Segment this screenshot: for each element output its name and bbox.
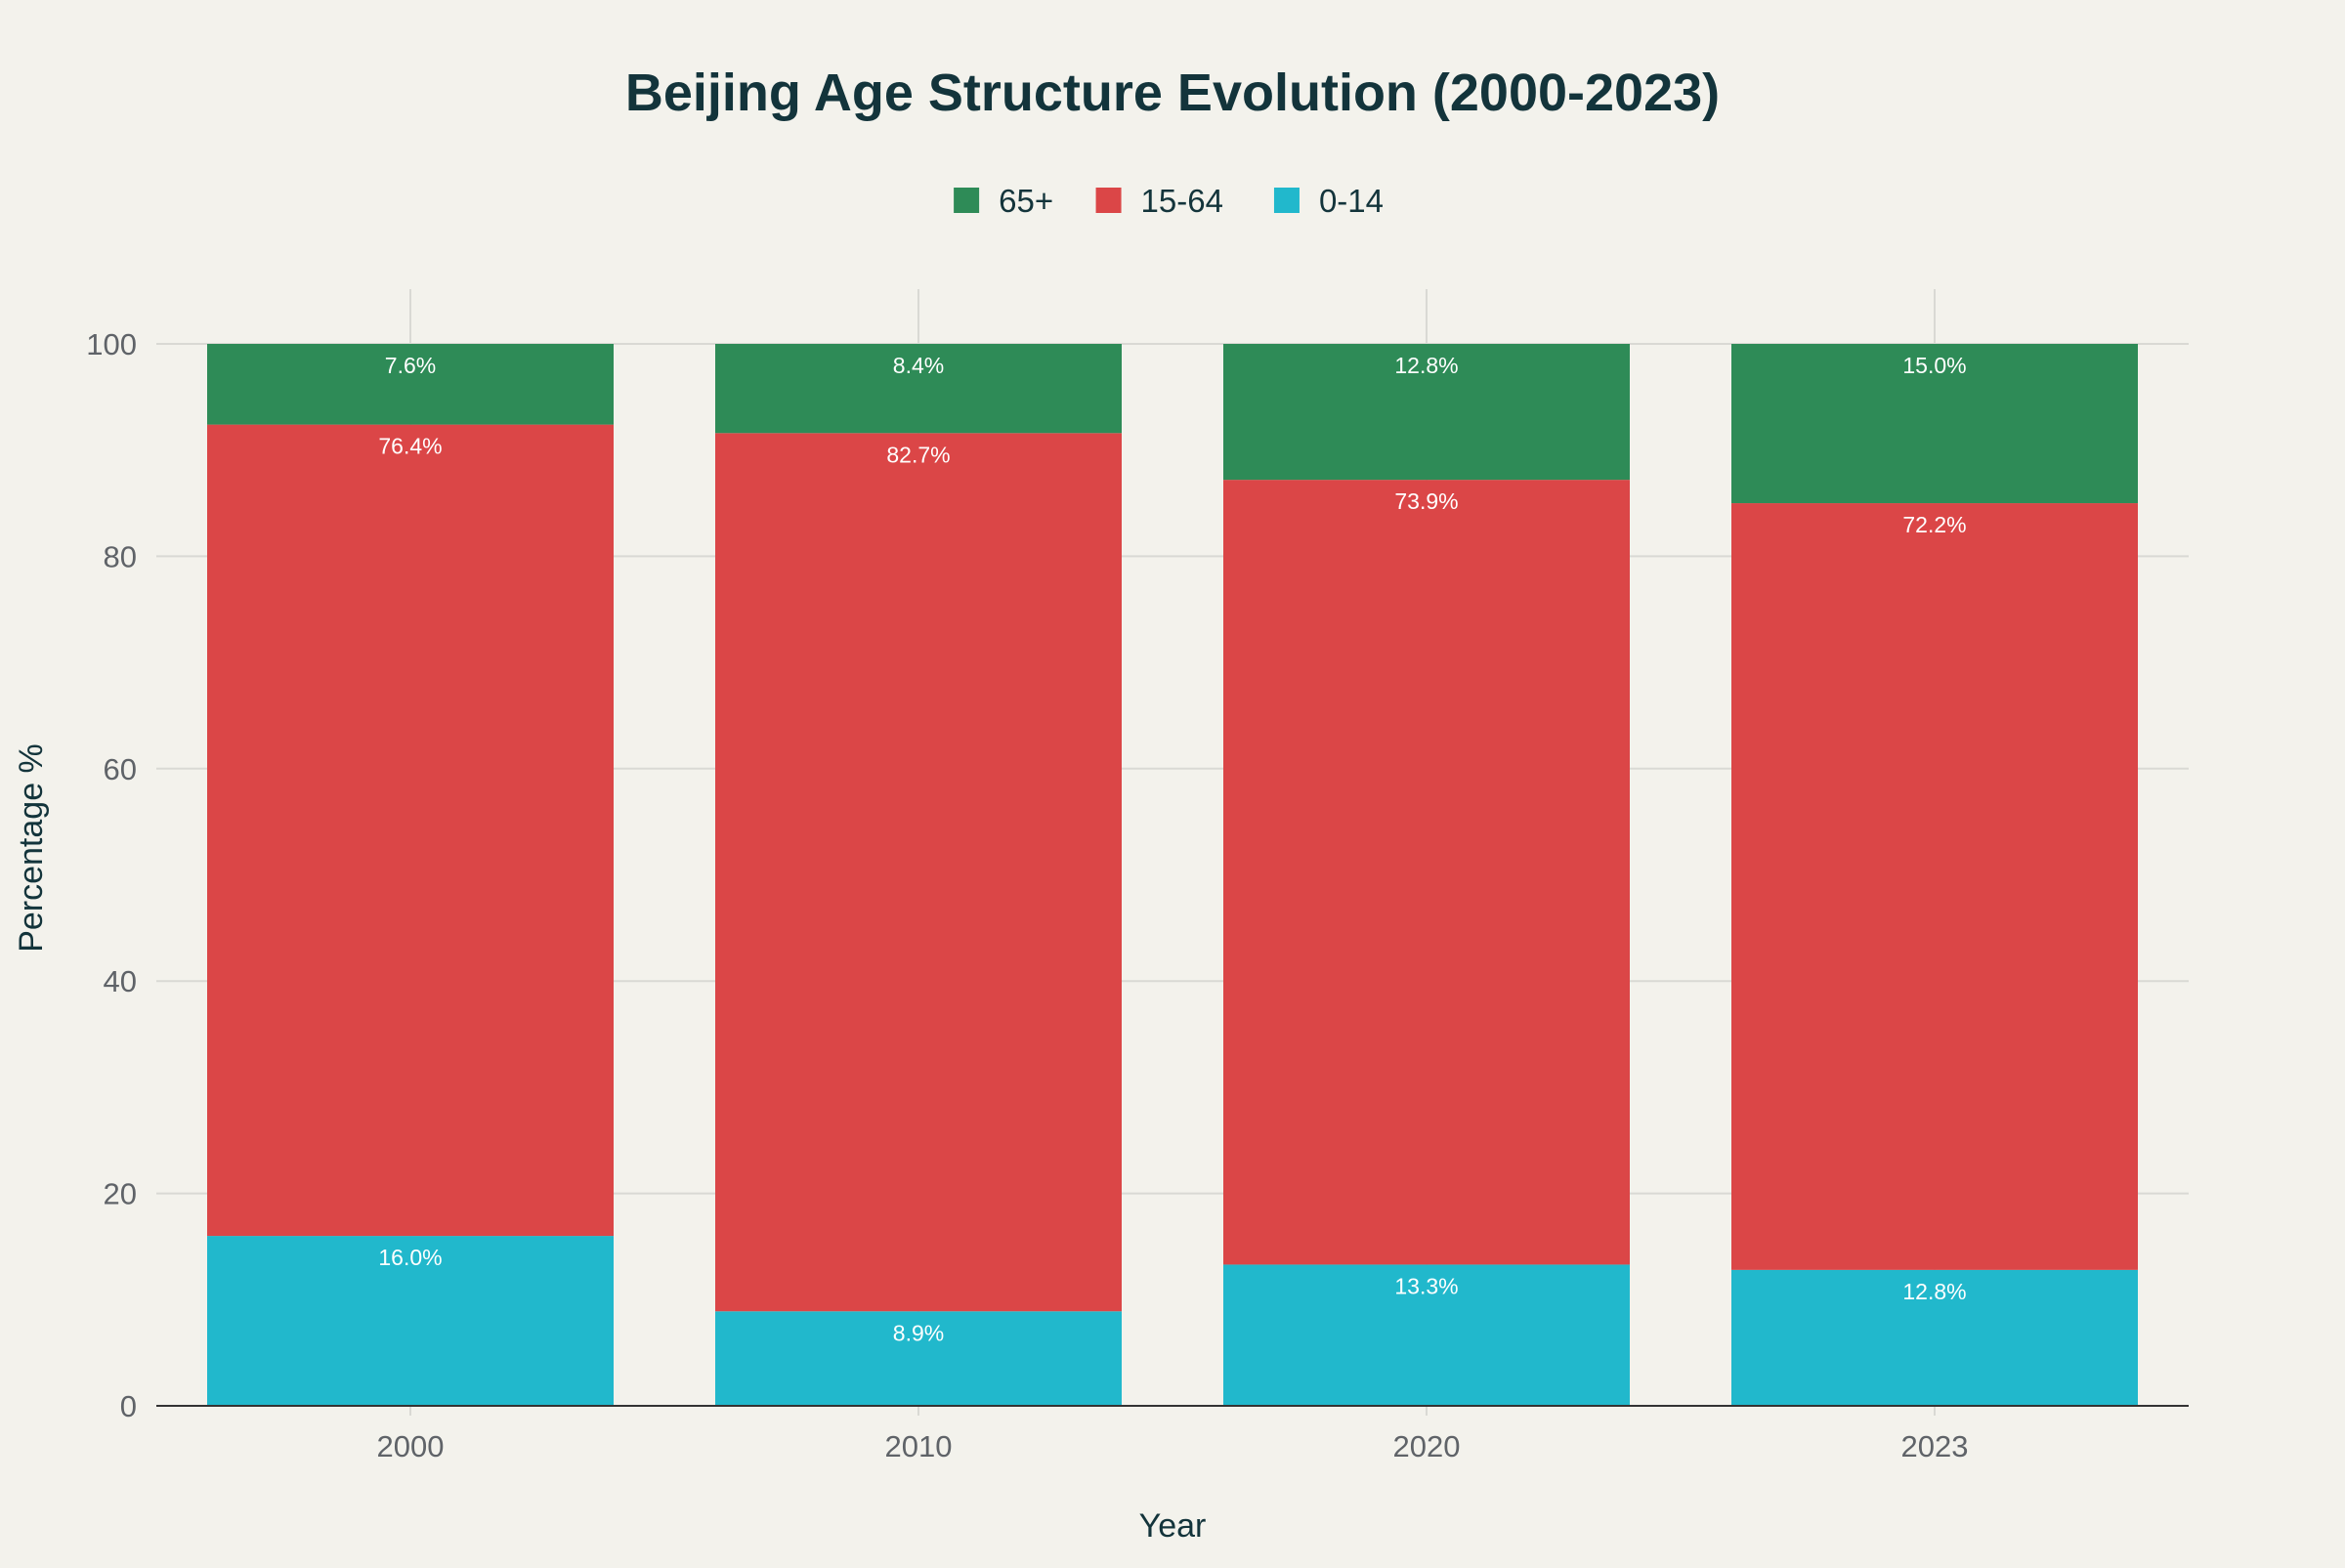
legend-label: 0-14 xyxy=(1319,183,1384,219)
bar-segment-65+ xyxy=(715,344,1122,434)
data-label: 13.3% xyxy=(1394,1273,1458,1298)
bar-segment-65+ xyxy=(207,344,614,425)
y-tick-label: 60 xyxy=(104,752,137,786)
y-axis-title: Percentage % xyxy=(13,743,50,953)
y-tick-label: 0 xyxy=(120,1389,137,1423)
data-label: 7.6% xyxy=(385,353,436,378)
bar-segment-65+ xyxy=(1731,344,2138,504)
axis-layer: 0 20 40 60 80 100 2000 2010 2020 2023 xyxy=(86,327,2189,1463)
legend-label: 15-64 xyxy=(1141,183,1223,219)
chart-title: Beijing Age Structure Evolution (2000-20… xyxy=(625,64,1720,122)
bar-segment-0-14 xyxy=(207,1236,614,1406)
bar-segment-0-14 xyxy=(1731,1269,2138,1406)
data-label: 8.4% xyxy=(893,353,944,378)
x-tick-label: 2023 xyxy=(1901,1429,1969,1463)
y-tick-label: 20 xyxy=(104,1177,137,1211)
x-tick-label: 2000 xyxy=(377,1429,445,1463)
data-label: 16.0% xyxy=(378,1245,442,1270)
legend: 65+ 15-64 0-14 xyxy=(954,183,1384,219)
x-tick-label: 2020 xyxy=(1393,1429,1461,1463)
data-label: 76.4% xyxy=(378,434,442,459)
bar-segment-15-64 xyxy=(1223,480,1630,1265)
bar-segment-15-64 xyxy=(207,424,614,1237)
y-tick-label: 100 xyxy=(86,327,137,361)
legend-label: 65+ xyxy=(999,183,1053,219)
bar-segment-15-64 xyxy=(1731,503,2138,1270)
legend-swatch-65+ xyxy=(954,188,980,213)
data-label: 82.7% xyxy=(886,442,950,467)
bar-segment-15-64 xyxy=(715,433,1122,1312)
bar-segment-0-14 xyxy=(1223,1264,1630,1406)
legend-swatch-0-14 xyxy=(1273,188,1300,213)
data-label: 8.9% xyxy=(893,1320,944,1345)
bar-segment-65+ xyxy=(1223,344,1630,481)
data-label: 73.9% xyxy=(1394,488,1458,514)
data-label: 12.8% xyxy=(1902,1279,1966,1304)
y-tick-label: 80 xyxy=(104,539,137,573)
data-label: 15.0% xyxy=(1902,353,1966,378)
data-label: 72.2% xyxy=(1902,512,1966,537)
y-tick-label: 40 xyxy=(104,964,137,998)
bar-segment-0-14 xyxy=(715,1311,1122,1406)
bars-layer: 16.0% 76.4% 7.6% 8.9% 82.7% 8.4% 13.3% 73.9% 12.… xyxy=(207,344,2138,1406)
legend-swatch-15-64 xyxy=(1095,188,1122,213)
x-tick-label: 2010 xyxy=(885,1429,953,1463)
x-axis-title: Year xyxy=(1139,1507,1207,1545)
data-label: 12.8% xyxy=(1394,353,1458,378)
